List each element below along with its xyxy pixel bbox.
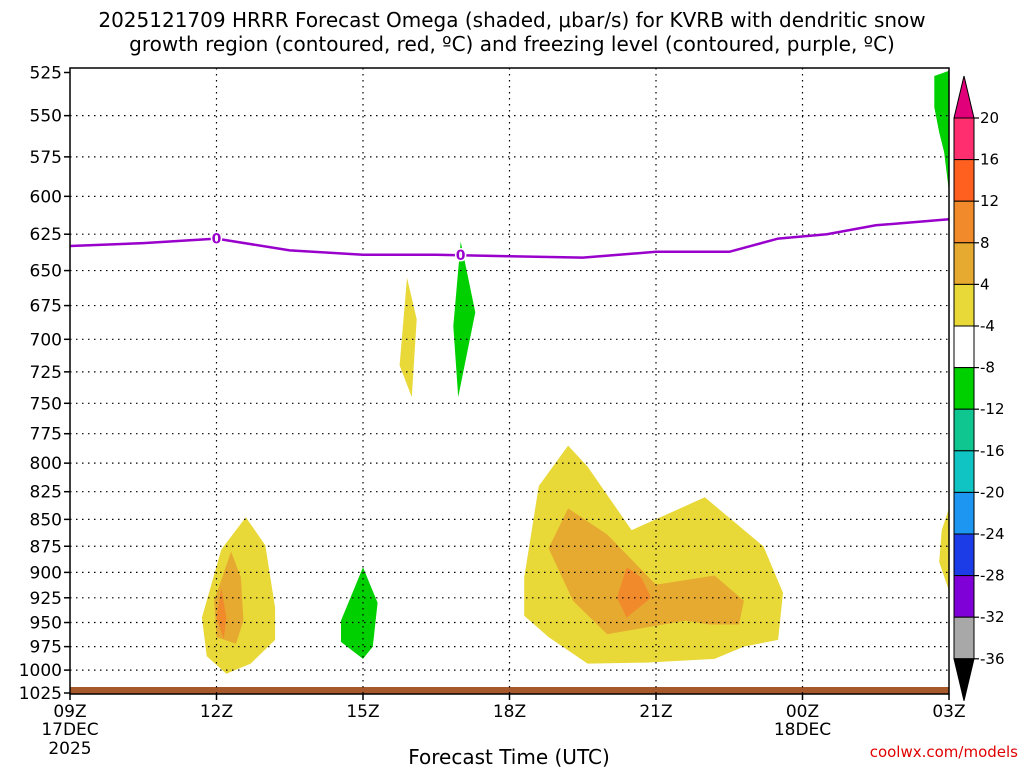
y-axis-ticks: 525 550 575 600 625 650 675 700 725 750 775 800 825 8… bbox=[19, 64, 70, 704]
surface-strip bbox=[70, 687, 949, 694]
colorbar-swatch-12 bbox=[953, 616, 975, 660]
x-tick-label-00Z: 00Z bbox=[786, 702, 819, 722]
y-tick-label-925: 925 bbox=[30, 589, 62, 609]
colorbar-label-6: -8 bbox=[980, 359, 995, 377]
omega-region-4 bbox=[453, 241, 476, 398]
y-tick-label-775: 775 bbox=[30, 425, 62, 445]
y-tick-label-850: 850 bbox=[30, 510, 62, 530]
colorbar-swatch-3 bbox=[953, 242, 975, 285]
y-tick-label-575: 575 bbox=[30, 148, 62, 168]
omega-region-3 bbox=[399, 277, 417, 398]
x-tick-year-09Z: 2025 bbox=[48, 739, 91, 759]
title-line-2: growth region (contoured, red, ºC) and f… bbox=[129, 32, 895, 56]
x-tick-date-00Z: 18DEC bbox=[774, 720, 831, 740]
colorbar-label-7: -12 bbox=[980, 400, 1005, 418]
colorbar-label-13: -36 bbox=[980, 650, 1005, 668]
colorbar-label-3: 8 bbox=[980, 234, 990, 252]
y-tick-label-800: 800 bbox=[30, 454, 62, 474]
omega-region-7 bbox=[548, 508, 744, 635]
colorbar: 20 16 12 8 4 -4 -8 -12 -16 -20 -24 -28 -32 -36 bbox=[953, 75, 1005, 701]
freezing-level-contour: 00 bbox=[69, 217, 950, 266]
omega-region-10 bbox=[939, 508, 949, 591]
colorbar-label-1: 16 bbox=[980, 151, 999, 169]
colorbar-label-4: 4 bbox=[980, 275, 990, 293]
colorbar-swatch-6 bbox=[953, 367, 975, 410]
colorbar-swatch-7 bbox=[953, 408, 975, 452]
omega-region-9 bbox=[934, 70, 949, 192]
y-tick-label-600: 600 bbox=[30, 187, 62, 207]
colorbar-swatch-8 bbox=[953, 450, 975, 493]
y-tick-label-725: 725 bbox=[30, 363, 62, 383]
y-tick-label-1025: 1025 bbox=[19, 684, 62, 704]
colorbar-label-5: -4 bbox=[980, 317, 995, 335]
x-tick-date-09Z: 17DEC bbox=[41, 720, 98, 740]
ground-surface bbox=[70, 687, 949, 694]
colorbar-swatch-10 bbox=[953, 533, 975, 577]
y-tick-label-950: 950 bbox=[30, 614, 62, 634]
y-tick-label-675: 675 bbox=[30, 297, 62, 317]
source-credit: coolwx.com/models bbox=[869, 743, 1018, 761]
y-tick-label-550: 550 bbox=[30, 107, 62, 127]
y-tick-label-1000: 1000 bbox=[19, 661, 62, 681]
x-tick-label-18Z: 18Z bbox=[493, 702, 526, 722]
y-tick-label-650: 650 bbox=[30, 262, 62, 282]
title-line-1: 2025121709 HRRR Forecast Omega (shaded, … bbox=[98, 8, 926, 32]
colorbar-swatch-5 bbox=[953, 325, 975, 369]
omega-shaded-regions bbox=[201, 70, 949, 674]
x-tick-label-12Z: 12Z bbox=[200, 702, 233, 722]
colorbar-top-arrow bbox=[953, 75, 975, 119]
freezing-level-line bbox=[69, 217, 950, 259]
x-tick-label-15Z: 15Z bbox=[346, 702, 379, 722]
colorbar-label-11: -28 bbox=[980, 567, 1005, 585]
colorbar-label-2: 12 bbox=[980, 192, 999, 210]
x-axis-title: Forecast Time (UTC) bbox=[408, 745, 610, 768]
colorbar-label-12: -32 bbox=[980, 608, 1005, 626]
colorbar-swatch-4 bbox=[953, 283, 975, 327]
x-tick-label-09Z: 09Z bbox=[53, 702, 86, 722]
y-tick-label-900: 900 bbox=[30, 563, 62, 583]
colorbar-swatch-2 bbox=[953, 200, 975, 244]
colorbar-swatch-9 bbox=[953, 491, 975, 535]
y-tick-label-625: 625 bbox=[30, 225, 62, 245]
x-tick-label-21Z: 21Z bbox=[639, 702, 672, 722]
grid-lines bbox=[70, 68, 949, 694]
colorbar-label-10: -24 bbox=[980, 525, 1005, 543]
y-tick-label-750: 750 bbox=[30, 394, 62, 414]
colorbar-label-8: -16 bbox=[980, 442, 1005, 460]
x-tick-label-03Z: 03Z bbox=[932, 702, 965, 722]
y-tick-label-975: 975 bbox=[30, 638, 62, 658]
colorbar-swatch-0 bbox=[953, 117, 975, 161]
omega-region-2 bbox=[216, 587, 227, 639]
colorbar-bottom-arrow bbox=[953, 658, 975, 701]
y-tick-label-700: 700 bbox=[30, 330, 62, 350]
colorbar-swatch-1 bbox=[953, 159, 975, 202]
omega-region-5 bbox=[341, 567, 378, 659]
y-tick-label-875: 875 bbox=[30, 537, 62, 557]
colorbar-label-0: 20 bbox=[980, 109, 999, 127]
y-tick-label-525: 525 bbox=[30, 64, 62, 84]
freezing-level-label-1: 0 bbox=[456, 248, 466, 264]
colorbar-swatch-11 bbox=[953, 575, 975, 618]
colorbar-label-9: -20 bbox=[980, 483, 1005, 501]
y-tick-label-825: 825 bbox=[30, 483, 62, 503]
omega-region-8 bbox=[616, 567, 652, 618]
freezing-level-label-0: 0 bbox=[212, 232, 222, 248]
chart-title: 2025121709 HRRR Forecast Omega (shaded, … bbox=[0, 8, 1024, 56]
